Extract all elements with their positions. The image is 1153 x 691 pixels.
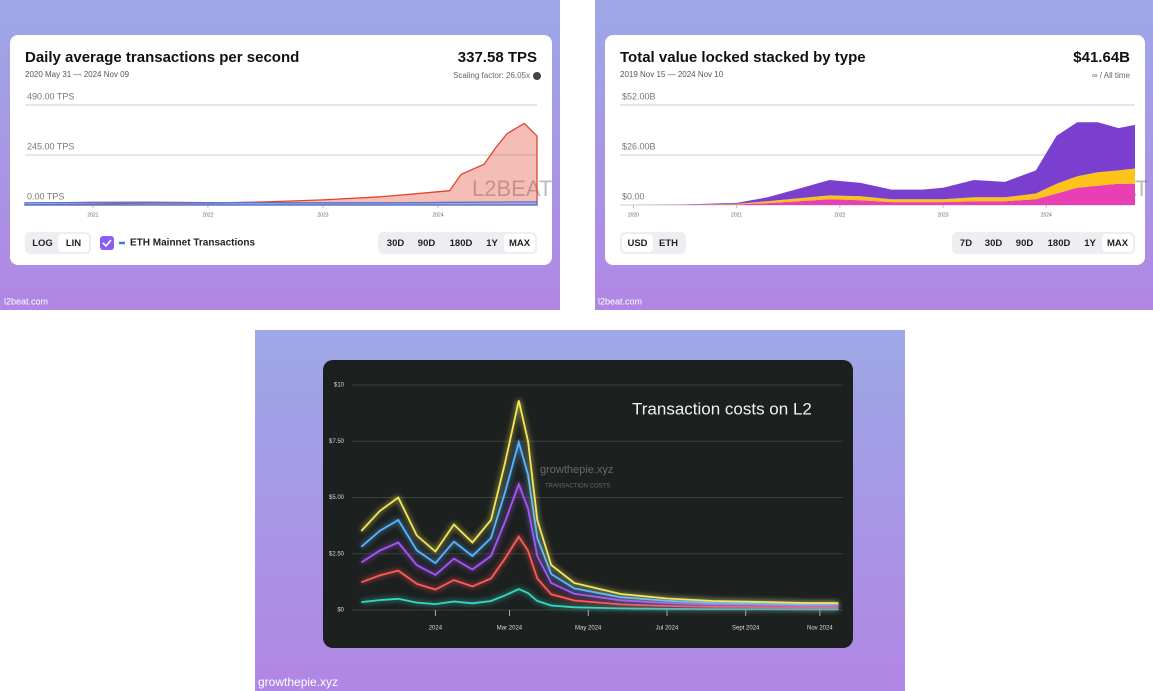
x-tick-label: 2024	[432, 212, 443, 218]
watermark-subtitle: TRANSACTION COSTS	[545, 484, 610, 490]
legend-check	[102, 239, 112, 248]
y-tick-label: 490.00 TPS	[27, 91, 74, 101]
legend-checkbox[interactable]	[100, 236, 114, 250]
button[interactable]: LOG	[32, 238, 53, 249]
area	[24, 122, 538, 206]
x-tick-label: Nov 2024	[807, 626, 833, 632]
y-tick-label: $52.00B	[622, 91, 656, 101]
stacked-line	[360, 400, 839, 604]
y-tick-label: $0.00	[622, 191, 645, 201]
button[interactable]: 7D	[960, 238, 972, 249]
y-tick-label: 0.00 TPS	[27, 191, 64, 201]
headline-note: Scaling factor: 26.05x	[453, 71, 530, 80]
footer-source: growthepie.xyz	[258, 675, 338, 689]
y-tick-label: $10	[334, 383, 345, 389]
button[interactable]: 30D	[387, 238, 405, 249]
x-tick-label: Sept 2024	[732, 626, 760, 632]
button[interactable]: 1Y	[486, 238, 498, 249]
y-tick-label: $7.50	[329, 439, 345, 445]
x-tick-label: 2022	[834, 212, 845, 218]
y-tick-label: $5.00	[329, 495, 345, 501]
y-tick-label: $26.00B	[622, 141, 656, 151]
stacked-area	[620, 122, 1135, 205]
card	[10, 35, 552, 265]
stacked-line	[360, 481, 839, 607]
stacked-line	[361, 588, 839, 611]
button[interactable]: ETH	[659, 238, 678, 249]
x-tick-label: Jul 2024	[656, 626, 679, 632]
y-tick-label: $2.50	[329, 551, 345, 557]
y-tick-label: $0	[337, 608, 344, 614]
button[interactable]: 180D	[450, 238, 473, 249]
button[interactable]: 30D	[985, 238, 1003, 249]
stacked-line	[360, 534, 839, 609]
x-tick-label: 2023	[317, 212, 328, 218]
card	[323, 360, 853, 648]
x-tick-label: 2023	[937, 212, 948, 218]
button-selected	[58, 234, 89, 252]
button[interactable]: 1Y	[1084, 238, 1096, 249]
button-selected	[504, 234, 535, 252]
button[interactable]: MAX	[1107, 238, 1129, 249]
card	[605, 35, 1145, 265]
watermark: growthepie.xyz	[540, 464, 613, 476]
x-tick-label: 2024	[429, 626, 443, 632]
button[interactable]: MAX	[509, 238, 531, 249]
button[interactable]: 90D	[1016, 238, 1034, 249]
chart-title: Total value locked stacked by type	[620, 49, 866, 66]
x-tick-label: 2020	[628, 212, 639, 218]
x-tick-label: 2021	[87, 212, 98, 218]
x-tick-label: Mar 2024	[497, 626, 523, 632]
button[interactable]: 180D	[1048, 238, 1071, 249]
legend-label[interactable]: ETH Mainnet Transactions	[130, 238, 255, 249]
button-group	[952, 232, 1135, 254]
button[interactable]: USD	[627, 238, 647, 249]
footer-source: l2beat.com	[4, 296, 48, 306]
chart-subtitle: 2019 Nov 15 — 2024 Nov 10	[620, 70, 724, 79]
button-selected	[622, 234, 653, 252]
x-tick-label: 2022	[202, 212, 213, 218]
info-icon[interactable]	[533, 72, 541, 80]
headline-value: 337.58 TPS	[458, 49, 537, 66]
chart-subtitle: 2020 May 31 — 2024 Nov 09	[25, 70, 130, 79]
headline-note: ∞ / All time	[1092, 71, 1131, 80]
stacked-area	[620, 183, 1135, 205]
x-tick-label: 2024	[1041, 212, 1052, 218]
x-tick-label: May 2024	[575, 626, 602, 632]
button[interactable]: 90D	[418, 238, 436, 249]
y-tick-label: 245.00 TPS	[27, 141, 74, 151]
footer-source: l2beat.com	[598, 296, 642, 306]
stacked-line	[360, 439, 839, 606]
area	[24, 201, 538, 206]
chart-title: Daily average transactions per second	[25, 49, 299, 66]
headline-value: $41.64B	[1073, 49, 1130, 66]
button-selected	[1102, 234, 1133, 252]
x-tick-label: 2021	[731, 212, 742, 218]
button-group	[378, 232, 537, 254]
watermark: L2BEAT	[472, 176, 552, 201]
chart-title: Transaction costs on L2	[632, 399, 812, 418]
button[interactable]: LIN	[66, 238, 81, 249]
